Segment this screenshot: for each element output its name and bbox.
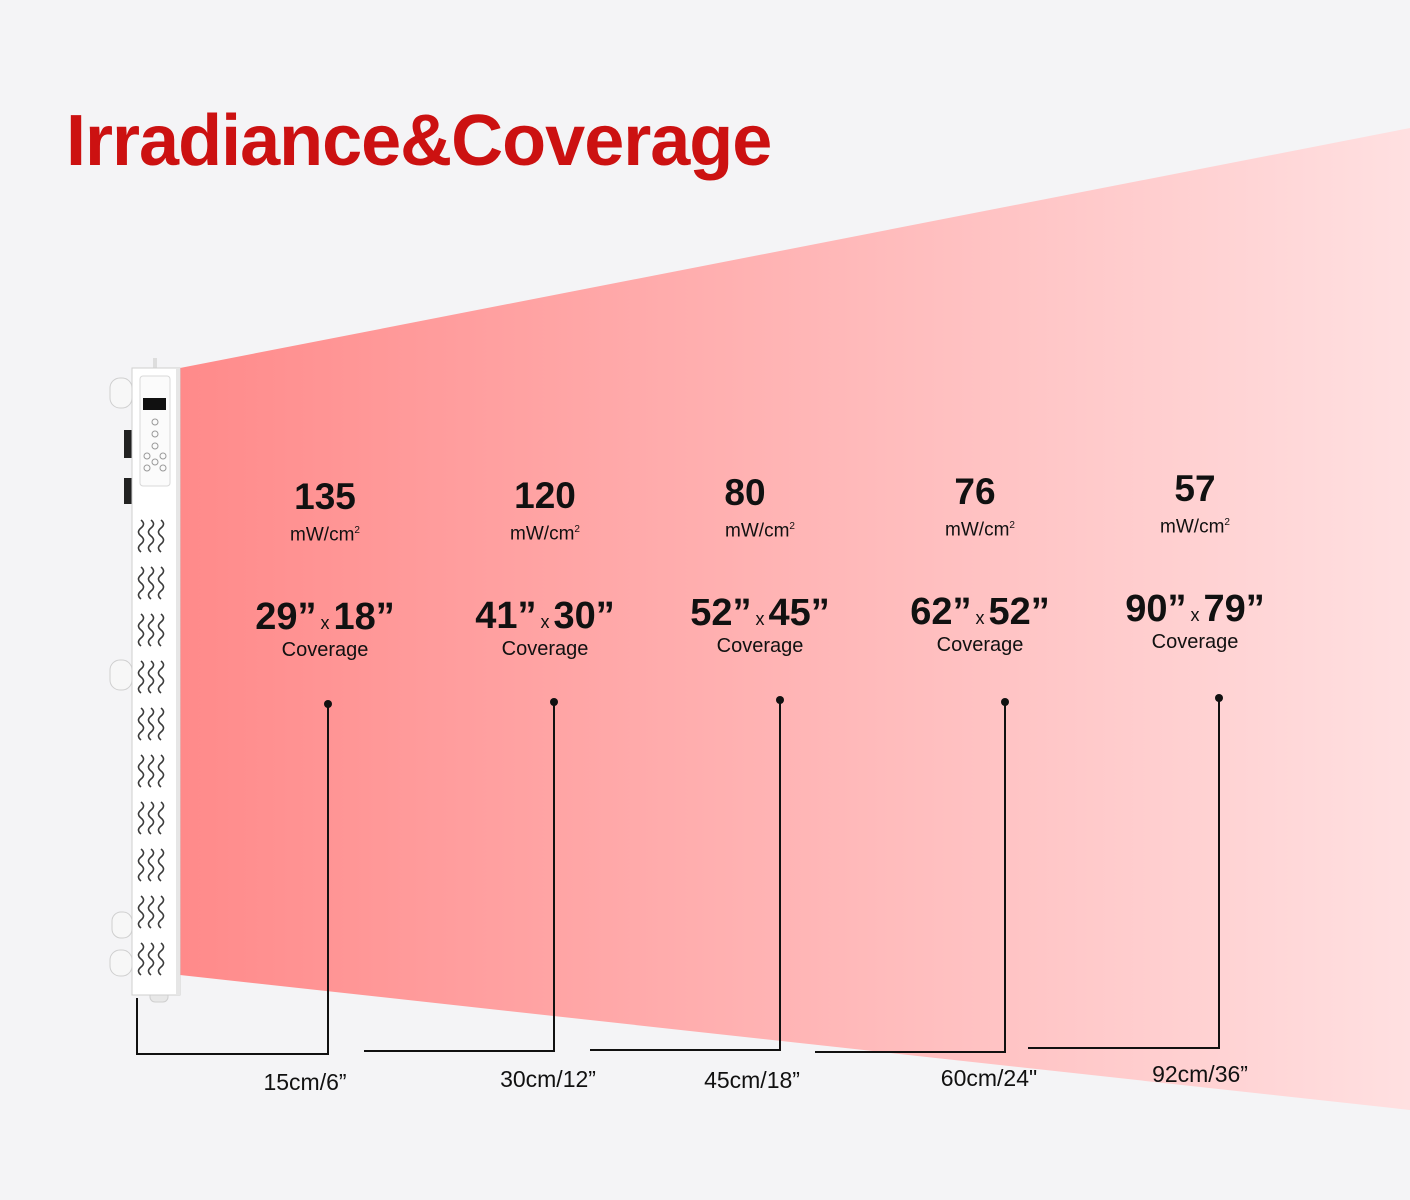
- light-beam: [180, 128, 1410, 1110]
- heat-wave-line: [147, 942, 155, 976]
- irradiance-unit: mW/cm2: [510, 523, 580, 545]
- distance-connectors: [136, 698, 1220, 1055]
- heat-wave-line: [157, 660, 165, 694]
- measurement-45cm: 80 mW/cm2 52” x 45” Coverage: [640, 473, 880, 658]
- wavy-heat-icon: [137, 848, 165, 882]
- heat-wave-line: [147, 801, 155, 835]
- heat-wave-line: [147, 660, 155, 694]
- coverage-dimensions: 62” x 52”: [910, 591, 1050, 634]
- measurement-30cm: 120 mW/cm2 41” x 30” Coverage: [425, 475, 665, 661]
- heat-wave-line: [157, 754, 165, 788]
- irradiance-value: 80: [724, 472, 766, 513]
- measurement-92cm: 57 mW/cm2 90” x 79” Coverage: [1075, 468, 1315, 654]
- heat-wave-line: [157, 848, 165, 882]
- coverage-dimensions: 41” x 30”: [475, 595, 615, 638]
- heat-wave-line: [147, 566, 155, 600]
- lcd-display-icon: [143, 398, 166, 410]
- heat-wave-line: [157, 801, 165, 835]
- heat-wave-line: [137, 942, 145, 976]
- distance-label-15cm: 15cm/6”: [263, 1069, 347, 1095]
- distance-label-60cm: 60cm/24": [940, 1065, 1038, 1091]
- distance-label-45cm: 45cm/18”: [704, 1067, 800, 1093]
- heat-wave-line: [147, 754, 155, 788]
- coverage-label: Coverage: [1151, 631, 1239, 654]
- irradiance-value: 76: [954, 471, 996, 512]
- coverage-dimensions: 90” x 79”: [1125, 588, 1265, 631]
- wavy-heat-icon: [137, 754, 165, 788]
- wavy-heat-icon: [137, 895, 165, 929]
- wavy-heat-icon: [137, 613, 165, 647]
- irradiance-value: 120: [514, 475, 576, 516]
- irradiance-value: 135: [294, 476, 356, 517]
- connector-dots: [324, 694, 1223, 708]
- coverage-label: Coverage: [501, 638, 589, 661]
- wavy-heat-icon: [137, 801, 165, 835]
- irradiance-unit: mW/cm2: [1160, 516, 1230, 538]
- heat-wave-line: [157, 895, 165, 929]
- coverage-label: Coverage: [716, 635, 804, 658]
- page-title: Irradiance&Coverage: [66, 101, 772, 181]
- heat-wave-line: [147, 848, 155, 882]
- heat-wave-line: [157, 942, 165, 976]
- heat-wave-line: [137, 519, 145, 553]
- heat-wave-line: [157, 519, 165, 553]
- coverage-dimensions: 52” x 45”: [690, 592, 830, 635]
- wavy-heat-icon: [137, 707, 165, 741]
- irradiance-unit: mW/cm2: [290, 524, 360, 546]
- coverage-label: Coverage: [281, 639, 369, 662]
- red-light-panel: [109, 358, 181, 1003]
- heat-wave-line: [157, 707, 165, 741]
- coverage-dimensions: 29” x 18”: [255, 596, 395, 639]
- wavy-heat-icon: [137, 660, 165, 694]
- irradiance-value: 57: [1174, 468, 1216, 509]
- heat-wave-line: [157, 566, 165, 600]
- control-buttons: [143, 418, 167, 472]
- wavy-heat-icon: [137, 519, 165, 553]
- heat-wave-line: [137, 660, 145, 694]
- heat-wave-line: [137, 707, 145, 741]
- heat-wave-line: [147, 895, 155, 929]
- wavy-heat-icon: [137, 942, 165, 976]
- irradiance-unit: mW/cm2: [725, 520, 795, 542]
- measurement-60cm: 76 mW/cm2 62” x 52” Coverage: [860, 472, 1100, 657]
- heat-wave-line: [137, 754, 145, 788]
- heat-wave-line: [147, 707, 155, 741]
- heat-wave-line: [137, 895, 145, 929]
- heat-wave-line: [147, 613, 155, 647]
- heat-wave-line: [157, 613, 165, 647]
- measurement-15cm: 135 mW/cm2 29” x 18” Coverage: [205, 476, 445, 662]
- distance-label-92cm: 92cm/36”: [1152, 1061, 1248, 1087]
- heat-wave-line: [137, 566, 145, 600]
- distance-label-30cm: 30cm/12”: [500, 1066, 596, 1092]
- heat-wave-line: [147, 519, 155, 553]
- heat-wave-line: [137, 848, 145, 882]
- irradiance-unit: mW/cm2: [945, 519, 1015, 541]
- wavy-heat-icon: [137, 566, 165, 600]
- heat-wave-line: [137, 801, 145, 835]
- heat-wave-line: [137, 613, 145, 647]
- coverage-label: Coverage: [936, 634, 1024, 657]
